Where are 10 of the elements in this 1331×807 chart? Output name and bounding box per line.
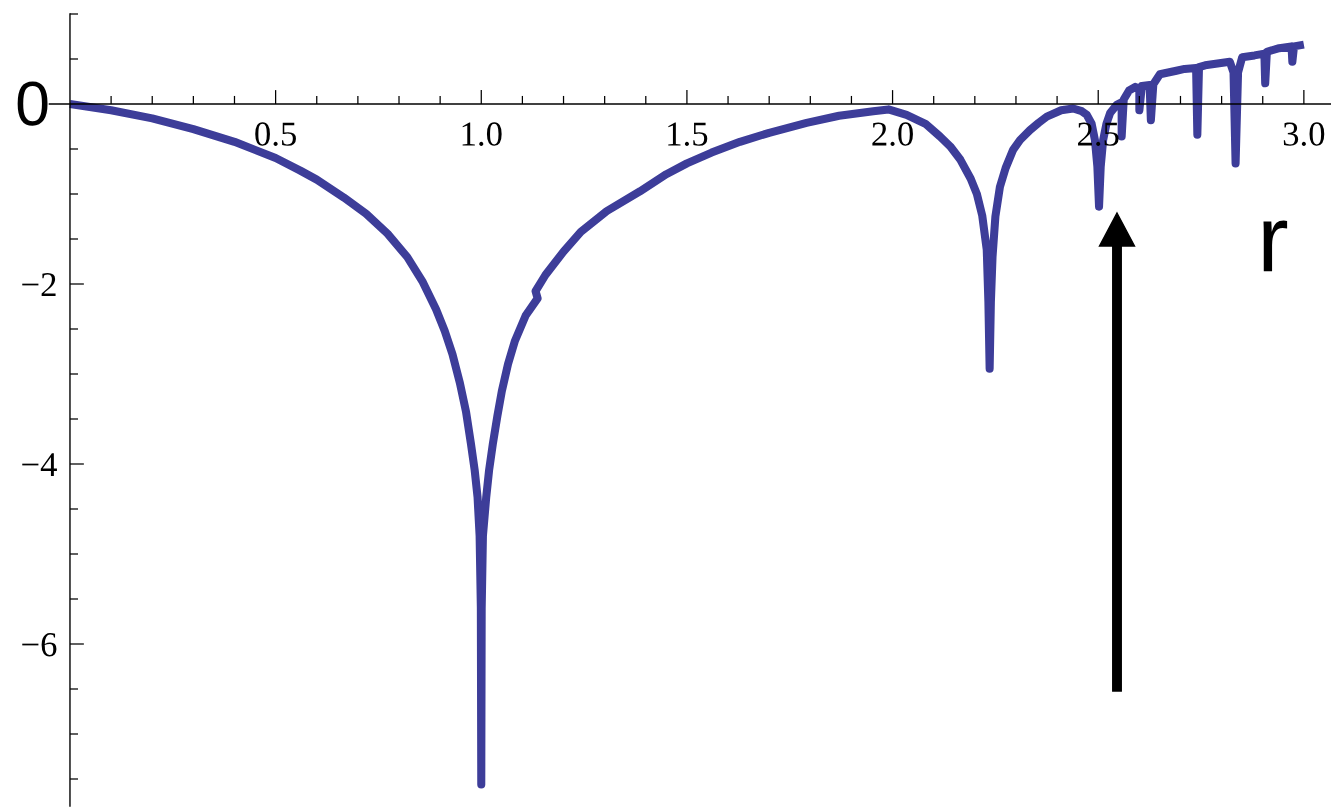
x-tick-label: 0.5 [255, 122, 296, 146]
x-tick-label: 1.5 [668, 122, 708, 146]
y-tick-label: −2 [22, 273, 56, 297]
x-axis-title: r [1263, 220, 1288, 272]
y-tick-label: −6 [22, 633, 57, 657]
text: 0 [17, 81, 48, 126]
x-tick-label: 2.0 [872, 122, 913, 146]
x-tick-label: 1.0 [462, 122, 502, 146]
y-tick-label: −4 [22, 453, 57, 477]
x-tick-label: 3.0 [1283, 122, 1325, 146]
